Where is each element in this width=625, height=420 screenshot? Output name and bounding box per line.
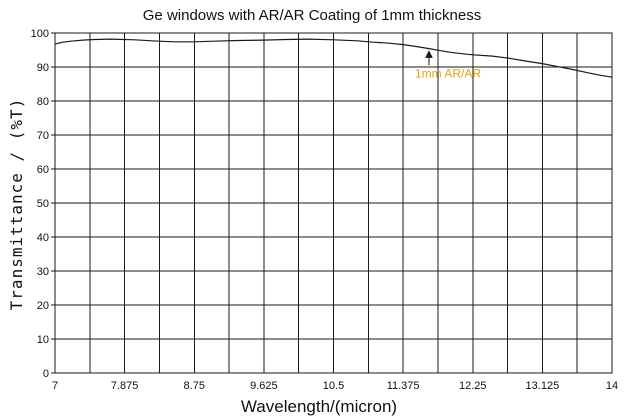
x-tick-label: 11.375: [387, 380, 420, 392]
y-tick-label: 100: [31, 28, 49, 40]
x-tick-label: 14: [606, 380, 618, 392]
x-tick-label: 7.875: [111, 380, 139, 392]
grid-lines: [54, 32, 613, 374]
x-axis-label: Wavelength/(micron): [241, 397, 397, 416]
y-tick-label: 50: [37, 198, 49, 210]
chart-title: Ge windows with AR/AR Coating of 1mm thi…: [143, 7, 481, 24]
y-axis-label: Transmittance / (%T): [7, 98, 26, 311]
annotation-group: 1mm AR/AR: [415, 50, 481, 80]
x-tick-label: 7: [52, 380, 58, 392]
x-tick-label: 9.625: [250, 380, 278, 392]
y-tick-label: 30: [37, 266, 49, 278]
x-axis-ticks: 7 7.875 8.75 9.625 10.5 11.375 12.25 13.125 14: [52, 380, 618, 392]
y-tick-label: 20: [37, 300, 49, 312]
x-tick-label: 8.75: [184, 380, 205, 392]
y-tick-label: 0: [43, 368, 49, 380]
y-tick-label: 90: [37, 62, 49, 74]
x-tick-label: 13.125: [526, 380, 560, 392]
annotation-arrow-head: [425, 50, 433, 58]
y-tick-label: 70: [37, 130, 49, 142]
y-tick-label: 10: [37, 334, 49, 346]
y-tick-label: 80: [37, 96, 49, 108]
x-tick-label: 10.5: [323, 380, 344, 392]
x-tick-label: 12.25: [459, 380, 487, 392]
y-tick-label: 40: [37, 232, 49, 244]
y-tick-label: 60: [37, 164, 49, 176]
transmittance-line: [54, 38, 613, 78]
annotation-label: 1mm AR/AR: [415, 66, 481, 80]
y-axis-ticks: 0 10 20 30 40 50 60 70 80 90 100: [31, 28, 55, 380]
